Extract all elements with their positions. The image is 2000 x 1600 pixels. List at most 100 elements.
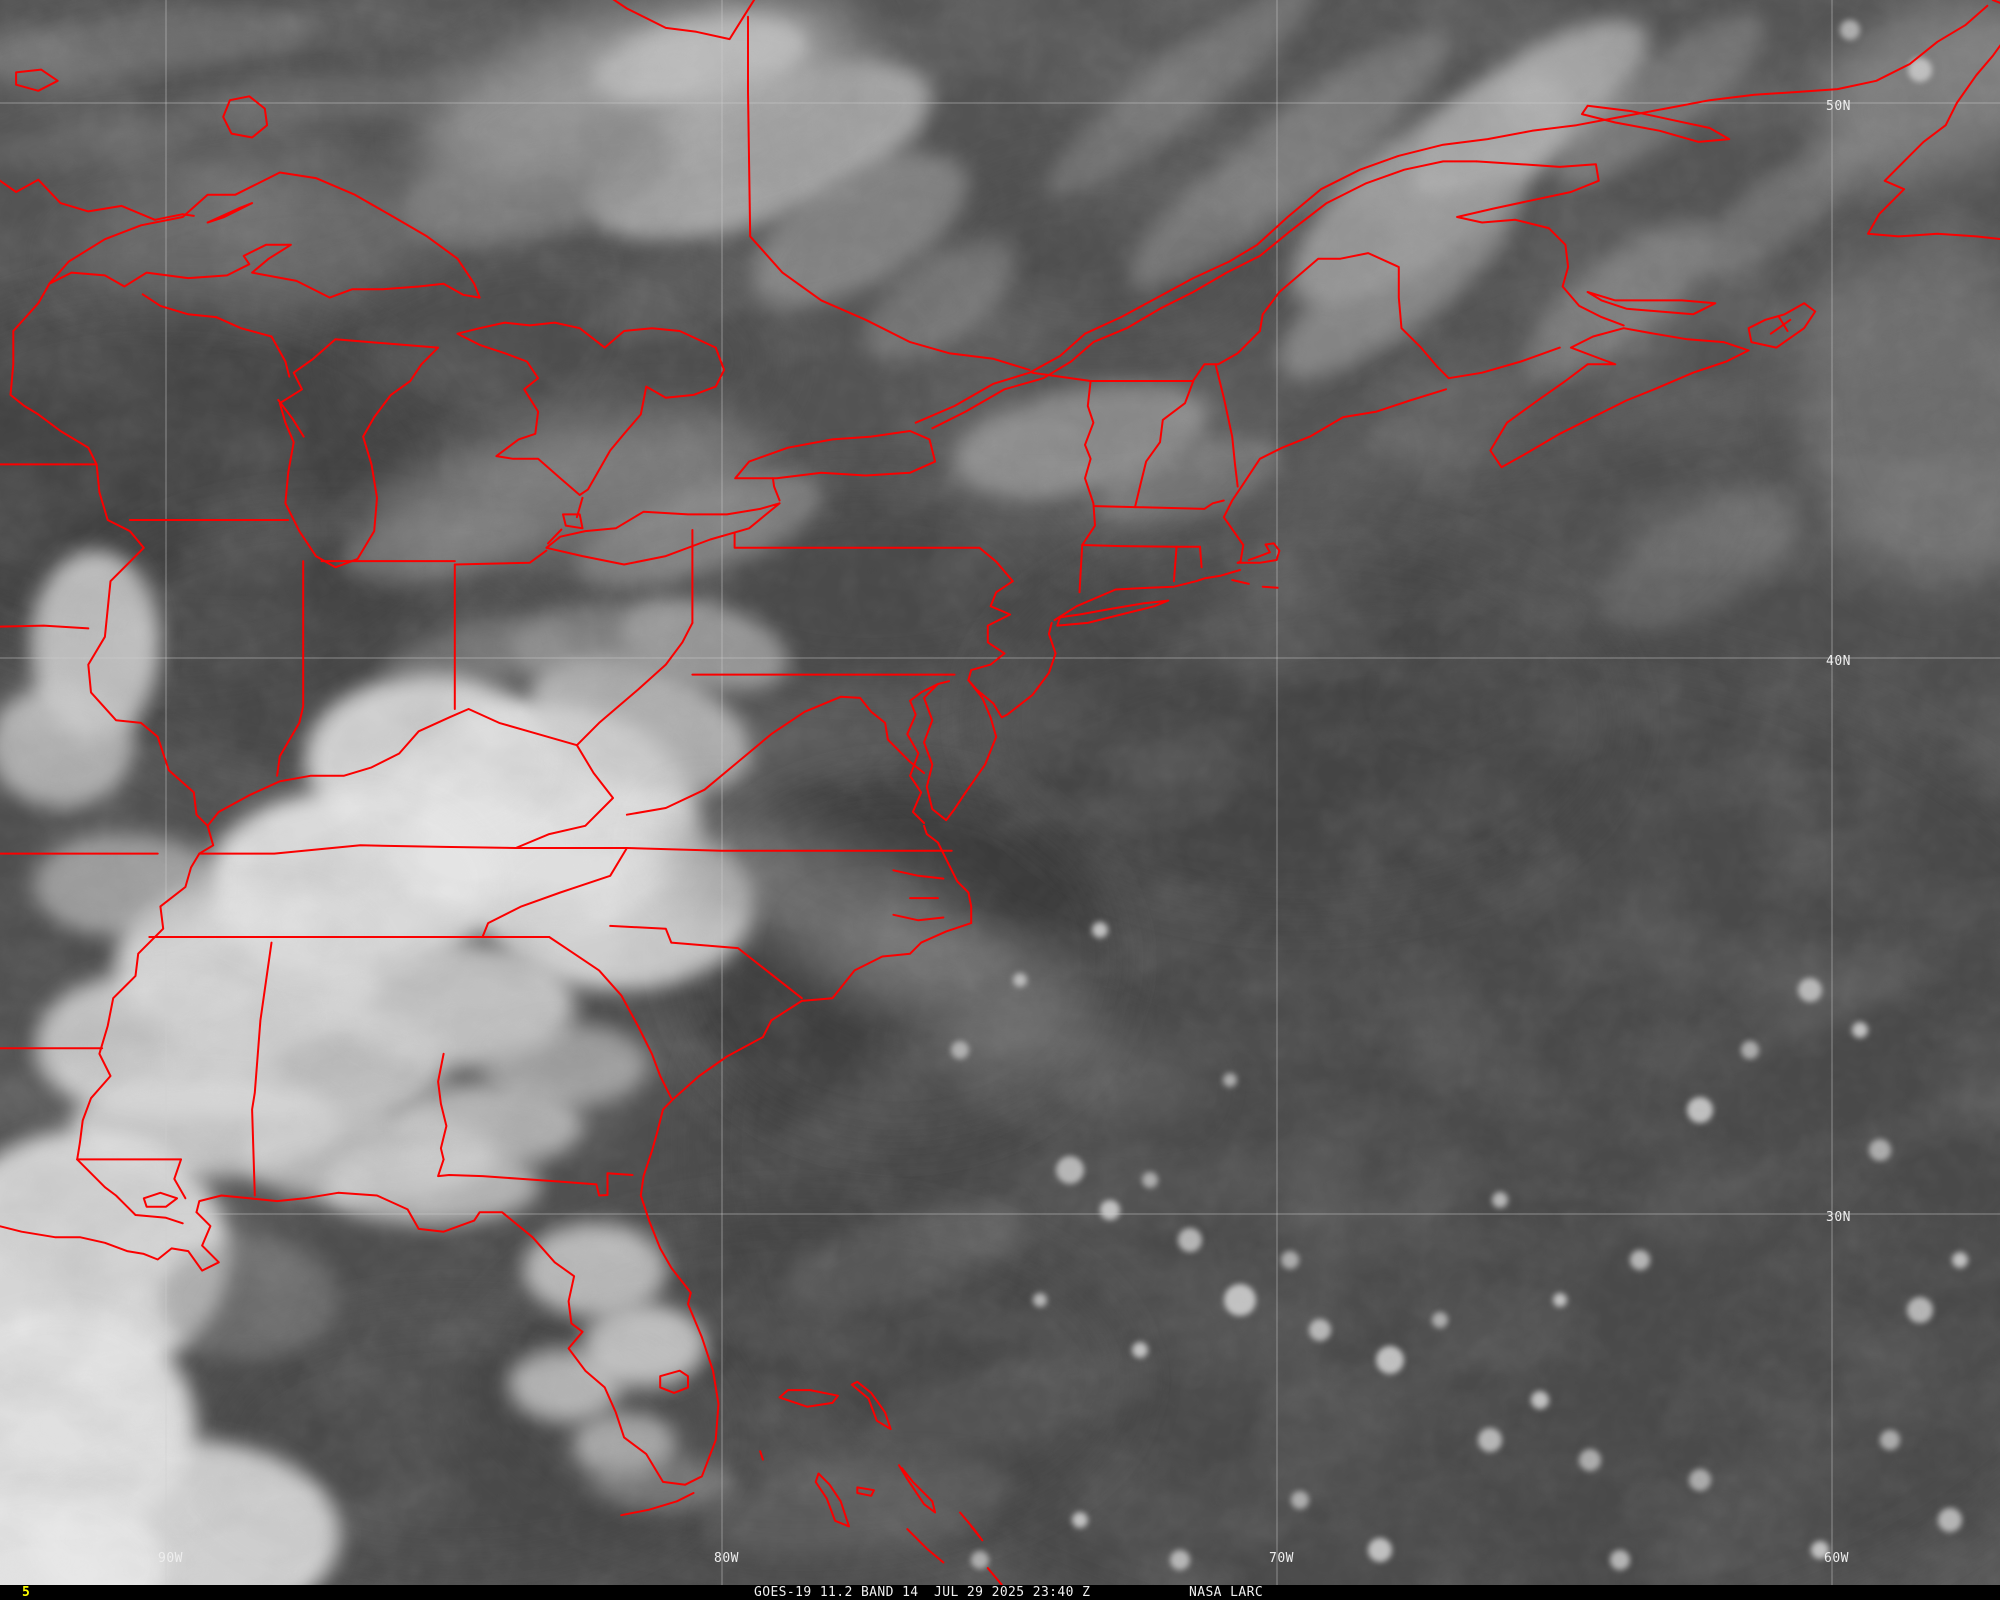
map-outline-path [747,15,1031,371]
map-outline-path [278,338,440,569]
map-outline-path [1769,318,1792,335]
map-outline-path [1456,160,1625,327]
caption-instrument: GOES-19 11.2 BAND 14 [754,1585,919,1600]
map-outline-path [76,1158,184,1225]
map-outline-path [514,744,614,849]
map-outline-path [548,936,673,1100]
map-outline-path [562,513,584,530]
caption-bar: 5 GOES-19 11.2 BAND 14 JUL 29 2025 23:40… [0,1585,2000,1600]
map-outline-path [1586,291,1717,316]
map-outline-path [1747,302,1817,349]
map-outline-path [1081,380,1096,546]
map-outline-path [1778,316,1789,332]
map-outline-path [1172,545,1178,583]
grid-label-layer: 90W 80W 70W 60W 50N 40N 30N [158,99,1851,1566]
map-outline-path [141,293,291,378]
map-outline-path [437,1158,634,1197]
longitude-label: 90W [158,1551,183,1566]
map-outline-path [923,679,998,822]
map-outline-path [759,1450,764,1461]
map-outline-path [15,68,59,92]
map-outline-path [0,624,90,630]
latitude-label: 30N [1826,1210,1851,1225]
map-outline-path [906,1528,945,1564]
map-outline-path [198,844,628,855]
map-outline-path [195,824,973,1486]
map-outline-path [778,1389,839,1408]
map-outline-path [1031,371,1195,382]
map-outline-path [575,496,584,519]
map-outline-path [771,477,781,502]
map-outline-path [659,1369,689,1394]
map-outline-path [914,4,1989,424]
map-outline-path [48,171,481,299]
map-outline-path [481,847,628,938]
map-outline-path [1258,252,1450,380]
longitude-label: 60W [1824,1551,1849,1566]
map-outline-path [967,621,1057,719]
map-outline-path [1053,569,1241,622]
latitude-label: 40N [1826,654,1851,669]
map-outline-path [0,178,195,221]
map-outline-path [1489,327,1750,469]
map-outline-path [986,1567,1003,1586]
map-outline-path [612,0,756,41]
caption-credit: NASA LARC [1189,1585,1264,1600]
map-outline-path [453,549,548,566]
map-outline-path [856,1486,875,1497]
map-outline-path [251,941,273,1197]
map-outline-path [276,560,305,777]
map-outline-path [456,321,726,496]
map-outline-path [814,1472,850,1528]
map-outline-path [892,913,945,922]
map-outline-path [1447,346,1561,380]
map-outline-path [898,1464,937,1514]
map-outline-path [850,1380,892,1431]
caption-datetime: JUL 29 2025 23:40 Z [934,1585,1091,1600]
map-outline-path [892,869,945,880]
map-outline-path [1056,599,1170,627]
longitude-label: 70W [1269,1551,1294,1566]
map-outline-path [545,502,781,566]
map-outline-path [1231,579,1250,585]
map-outline-path [1214,363,1239,488]
longitude-label: 80W [714,1551,739,1566]
map-outline-path [1222,388,1447,564]
map-outline-path [206,621,694,827]
map-outline-path [222,95,269,139]
map-outline-path [625,695,925,816]
map-outline-path [1261,585,1279,589]
map-outline-path [1236,542,1281,564]
map-outline-path [1094,499,1225,510]
map-outline-path [620,1492,695,1517]
map-outline-path [142,1191,179,1208]
map-outline-path [1078,544,1084,594]
map-outline-path [1134,380,1195,509]
map-outline-path [437,1052,448,1161]
map-outline-path [547,528,563,545]
map-outline-path [734,430,937,480]
map-outline-path [625,847,953,852]
map-outline-path [733,531,1014,682]
map-outline-path [959,1511,984,1542]
map-outline-path [173,1158,187,1200]
map-outline-path [931,160,1478,430]
latitude-label: 50N [1826,99,1851,114]
map-outline-path [277,398,305,438]
map-outline-path [1192,330,1261,382]
map-outline-path [1867,44,2000,241]
map-outline-path [906,683,939,824]
map-outline-path [0,1211,220,1272]
map-outline-path [9,282,215,1161]
map-outline-path [1199,545,1203,569]
map-outline-path [206,202,254,224]
map-outline-path [609,924,803,1000]
map-outline-path [1081,544,1201,548]
map-outline-path [1581,104,1731,143]
frame-number: 5 [22,1585,31,1600]
